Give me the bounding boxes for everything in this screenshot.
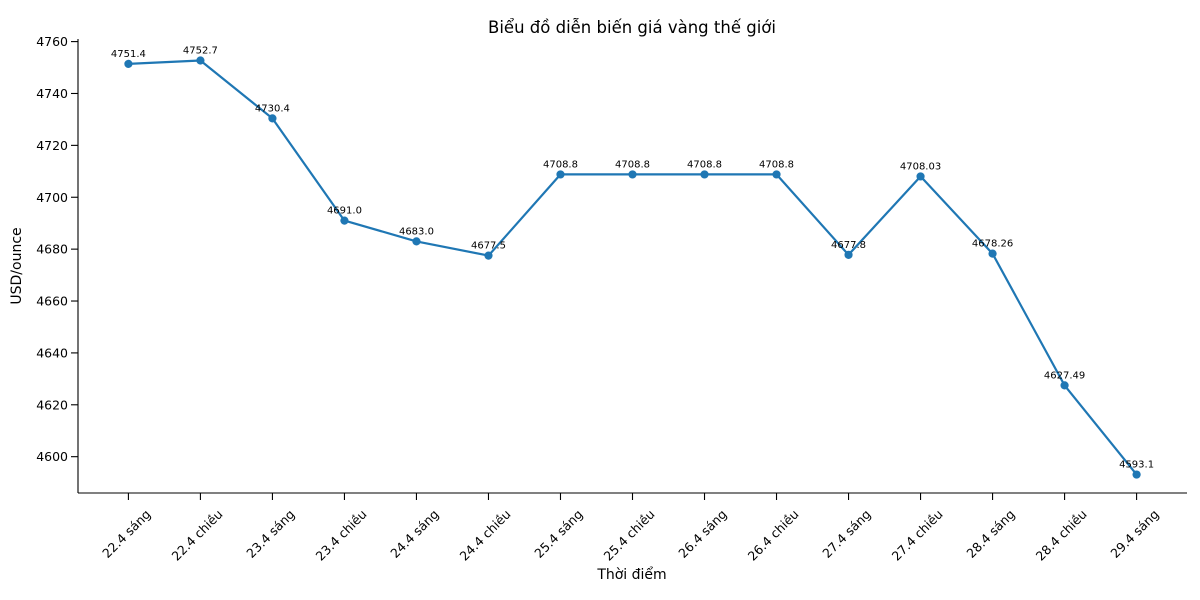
x-tick-label: 23.4 chiều <box>313 507 370 564</box>
y-axis-ticks: 4600 4620 4640 4660 4680 4700 4720 4740 4760 <box>36 34 78 464</box>
y-tick-label: 4720 <box>36 138 68 153</box>
data-point-label: 4677.8 <box>831 240 866 251</box>
data-point-marker <box>1132 470 1141 479</box>
data-point-marker <box>988 249 997 258</box>
data-point-marker <box>772 170 781 179</box>
data-point-label: 4730.4 <box>255 103 290 114</box>
data-point-label: 4593.1 <box>1119 460 1154 471</box>
x-tick-label: 24.4 chiều <box>457 507 514 564</box>
data-point-label: 4683.0 <box>399 226 434 237</box>
data-point-marker <box>628 170 637 179</box>
data-point-label: 4708.8 <box>759 159 794 170</box>
data-point-label: 4691.0 <box>327 206 362 217</box>
data-point-marker <box>700 170 709 179</box>
x-tick-label: 27.4 sáng <box>819 507 873 561</box>
price-series: 4751.4 4752.7 4730.4 4691.0 4683.0 4677.5 4708… <box>111 46 1154 479</box>
data-point-label: 4708.8 <box>543 159 578 170</box>
y-tick-label: 4620 <box>36 397 68 412</box>
data-point-marker <box>340 216 349 225</box>
x-tick-label: 26.4 chiều <box>745 507 802 564</box>
x-tick-label: 29.4 sáng <box>1107 507 1161 561</box>
x-tick-label: 26.4 sáng <box>675 507 729 561</box>
x-tick-label: 28.4 sáng <box>963 507 1017 561</box>
y-tick-label: 4740 <box>36 86 68 101</box>
data-point-marker <box>916 172 925 181</box>
x-axis-ticks: 22.4 sáng 22.4 chiều 23.4 sáng 23.4 chiều 24… <box>99 493 1162 564</box>
y-tick-label: 4660 <box>36 294 68 309</box>
y-tick-label: 4760 <box>36 34 68 49</box>
y-axis-label: USD/ounce <box>9 227 25 304</box>
x-axis-label: Thời điểm <box>596 566 666 583</box>
data-point-label: 4708.8 <box>615 159 650 170</box>
data-point-marker <box>412 237 421 246</box>
data-point-marker <box>1060 381 1069 390</box>
data-point-label: 4708.8 <box>687 159 722 170</box>
data-point-marker <box>268 114 277 123</box>
data-point-label: 4708.03 <box>900 161 941 172</box>
x-tick-label: 28.4 chiều <box>1033 507 1090 564</box>
data-point-marker <box>196 56 205 65</box>
data-point-label: 4752.7 <box>183 46 218 57</box>
x-tick-label: 22.4 chiều <box>168 507 225 564</box>
x-tick-label: 25.4 sáng <box>531 507 585 561</box>
data-point-marker <box>556 170 565 179</box>
chart-title: Biểu đồ diễn biến giá vàng thế giới <box>488 18 776 37</box>
data-point-marker <box>484 251 493 260</box>
x-tick-label: 22.4 sáng <box>99 507 153 561</box>
data-point-label: 4678.26 <box>972 239 1013 250</box>
y-tick-label: 4600 <box>36 449 68 464</box>
x-tick-label: 27.4 chiều <box>889 507 946 564</box>
data-point-label: 4627.49 <box>1044 370 1085 381</box>
y-tick-label: 4640 <box>36 345 68 360</box>
data-point-label: 4677.5 <box>471 241 506 252</box>
price-line <box>128 59 1138 476</box>
data-point-marker <box>124 59 133 69</box>
y-tick-label: 4680 <box>36 242 68 257</box>
data-point-label: 4751.4 <box>111 49 146 60</box>
y-tick-label: 4700 <box>36 190 68 205</box>
x-tick-label: 23.4 sáng <box>243 507 297 561</box>
x-tick-label: 25.4 chiều <box>601 507 658 564</box>
x-tick-label: 24.4 sáng <box>387 507 441 561</box>
data-point-marker <box>844 250 853 259</box>
